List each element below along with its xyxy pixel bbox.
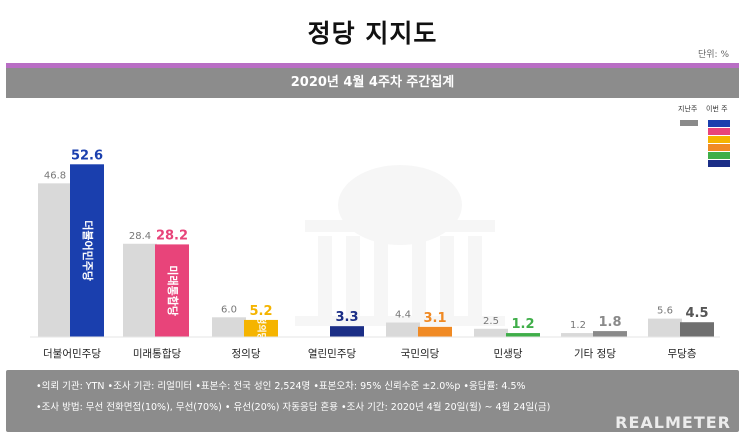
bar-current-week [330,326,364,337]
bar-prev-week [212,317,246,337]
subtitle-band: 2020년 4월 4주차 주간집계 [6,68,739,98]
bar-current-week [70,164,104,337]
value-label-current: 4.5 [685,306,708,321]
party-logo-text: 미래통합당 [166,265,180,316]
survey-info-line-2: •조사 방법: 무선 전화면접(10%), 무선(70%) • 유선(20%) … [36,402,551,413]
party-logo-text: 정의당 [256,316,268,342]
category-label: 국민의당 [401,348,440,360]
value-label-current: 1.8 [598,315,621,330]
value-label-current: 28.2 [156,228,188,243]
legend-cur-swatch [708,136,730,143]
bar-prev-week [38,183,72,337]
bar-prev-week [474,328,508,337]
bar-prev-week [386,322,420,337]
legend-cur-swatch [708,120,730,127]
bar-current-week [244,319,278,337]
bar-current-week [680,322,714,337]
survey-info-line-1: •의뢰 기관: YTN •조사 기관: 리얼미터 •표본수: 전국 성인 2,5… [36,381,526,392]
legend-cur-swatch [708,144,730,151]
legend-cur-swatch [708,160,730,167]
party-logo-text: 더불어민주당 [81,220,95,281]
legend-cur-label: 이번 주 [706,105,728,113]
value-label-current: 3.1 [423,311,446,326]
bar-prev-week [123,243,157,337]
bar-current-week [506,333,540,337]
bar-current-week [155,244,189,337]
page-title: 정당 지지도 [307,19,438,48]
watermark-building [295,165,505,326]
category-label: 무당층 [668,348,697,360]
legend-cur-swatch [708,152,730,159]
value-label-current: 5.2 [249,304,272,319]
survey-info-box: •의뢰 기관: YTN •조사 기관: 리얼미터 •표본수: 전국 성인 2,5… [6,370,739,432]
category-label: 더불어민주당 [43,348,101,360]
category-label: 민생당 [494,348,523,360]
value-label-prev: 5.6 [657,306,673,317]
value-label-prev: 46.8 [44,170,66,181]
value-label-prev: 4.4 [395,310,411,321]
value-label-prev: 2.5 [483,316,499,327]
bar-current-week [418,326,452,337]
value-label-current: 52.6 [71,148,103,163]
bar-prev-week [561,333,595,337]
value-label-prev: 6.0 [221,304,237,315]
value-label-current: 3.3 [335,310,358,325]
value-label-prev: 1.2 [570,320,586,331]
bar-current-week [593,331,627,337]
legend-prev-swatch [680,120,698,126]
category-label: 기타 정당 [574,348,616,360]
bar-prev-week [648,318,682,337]
unit-label: 단위: % [697,50,729,60]
legend: 지난주 이번 주 [672,104,738,170]
accent-divider [6,63,739,68]
legend-cur-swatch [708,128,730,135]
legend-prev-label: 지난주 [678,105,698,113]
category-label: 열린민주당 [308,348,357,360]
value-label-current: 1.2 [511,317,534,332]
brand-logo: REALMETER [615,413,731,432]
category-label: 정의당 [232,348,261,360]
category-label: 미래통합당 [133,348,182,360]
value-label-prev: 28.4 [129,231,151,242]
